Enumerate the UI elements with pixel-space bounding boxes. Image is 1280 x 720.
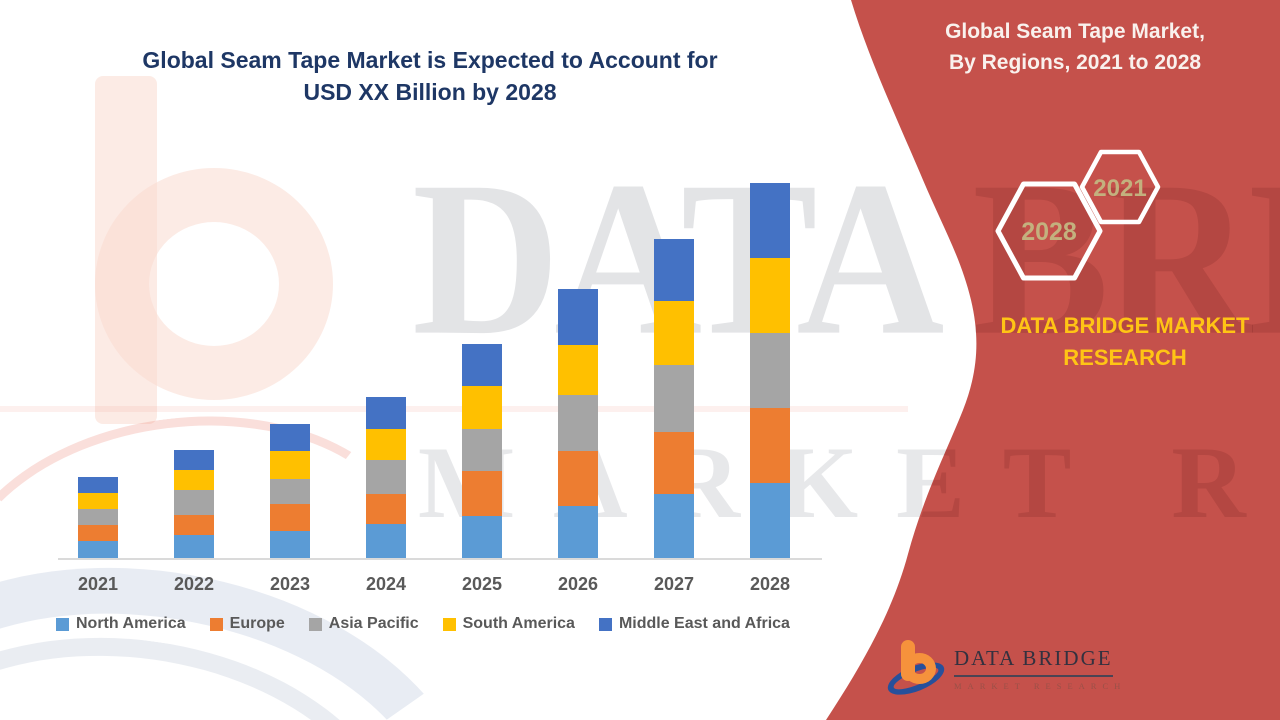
bar-2021 xyxy=(78,477,118,558)
bar-segment-south-america xyxy=(654,301,694,365)
databridge-logo-icon xyxy=(883,636,952,702)
bar-segment-middle-east-and-africa xyxy=(750,183,790,258)
legend-item: South America xyxy=(442,615,575,633)
legend-swatch xyxy=(209,617,223,631)
panel-heading: Global Seam Tape Market, By Regions, 202… xyxy=(905,16,1245,78)
legend: North America Europe Asia Pacific South Ame… xyxy=(56,615,790,633)
bar-segment-north-america xyxy=(558,506,598,558)
bar-segment-north-america xyxy=(270,531,310,558)
bar-segment-south-america xyxy=(750,258,790,333)
bar-segment-north-america xyxy=(366,524,406,558)
legend-swatch xyxy=(308,617,322,631)
bar-segment-europe xyxy=(558,451,598,506)
x-axis-label-2024: 2024 xyxy=(365,574,407,594)
bar-segment-north-america xyxy=(462,516,502,558)
bar-segment-asia-pacific xyxy=(750,333,790,408)
legend-item: Middle East and Africa xyxy=(598,615,790,633)
bar-2028 xyxy=(750,183,790,558)
legend-label: South America xyxy=(462,615,575,632)
legend-item: North America xyxy=(56,615,186,633)
x-axis-label-2027: 2027 xyxy=(653,574,695,594)
brand-text: DATA BRIDGE MARKET RESEARCH xyxy=(985,310,1265,374)
legend-swatch xyxy=(442,617,456,631)
bar-segment-north-america xyxy=(750,483,790,558)
bar-segment-south-america xyxy=(270,451,310,479)
x-axis-label-2023: 2023 xyxy=(269,574,311,594)
bar-segment-south-america xyxy=(366,429,406,460)
bar-segment-north-america xyxy=(174,535,214,558)
bar-segment-middle-east-and-africa xyxy=(462,344,502,386)
panel-heading-line2: By Regions, 2021 to 2028 xyxy=(948,51,1202,74)
bar-segment-south-america xyxy=(174,470,214,490)
bar-segment-south-america xyxy=(558,345,598,395)
legend-swatch xyxy=(598,617,612,631)
bar-segment-europe xyxy=(654,432,694,494)
chart-title: Global Seam Tape Market is Expected to A… xyxy=(30,44,830,108)
bar-segment-middle-east-and-africa xyxy=(558,289,598,345)
bar-segment-south-america xyxy=(462,386,502,429)
bar-2025 xyxy=(462,344,502,558)
bar-segment-europe xyxy=(366,494,406,524)
legend-swatch xyxy=(56,617,69,631)
logo-company-name: DATA BRIDGE xyxy=(954,646,1113,677)
bar-segment-north-america xyxy=(654,494,694,558)
bar-segment-europe xyxy=(174,515,214,535)
legend-item: Europe xyxy=(209,615,285,633)
legend-label: Middle East and Africa xyxy=(618,615,790,632)
brand-text-line1: DATA BRIDGE MARKET xyxy=(1000,313,1250,338)
panel-heading-line1: Global Seam Tape Market, xyxy=(945,20,1205,43)
chart-title-line1: Global Seam Tape Market is Expected to A… xyxy=(142,47,718,73)
bar-segment-asia-pacific xyxy=(270,479,310,504)
logo-company-subtitle: MARKET RESEARCH xyxy=(954,681,1127,691)
x-axis-label-2025: 2025 xyxy=(461,574,503,594)
x-axis-label-2028: 2028 xyxy=(749,574,791,594)
x-axis-line xyxy=(58,558,822,560)
bar-segment-asia-pacific xyxy=(462,429,502,471)
bar-segment-middle-east-and-africa xyxy=(654,239,694,301)
x-axis-label-2026: 2026 xyxy=(557,574,599,594)
bar-segment-asia-pacific xyxy=(558,395,598,451)
chart-title-line2: USD XX Billion by 2028 xyxy=(303,79,557,105)
bar-2023 xyxy=(270,424,310,558)
bar-segment-middle-east-and-africa xyxy=(78,477,118,493)
legend-label: North America xyxy=(76,615,186,632)
bar-segment-middle-east-and-africa xyxy=(366,397,406,429)
x-axis-label-2021: 2021 xyxy=(77,574,119,594)
bar-segment-middle-east-and-africa xyxy=(270,424,310,451)
watermark-pink-line xyxy=(0,406,908,412)
bar-segment-europe xyxy=(462,471,502,516)
bar-segment-north-america xyxy=(78,541,118,558)
bar-2022 xyxy=(174,450,214,558)
x-axis-label-2022: 2022 xyxy=(173,574,215,594)
bar-segment-europe xyxy=(78,525,118,541)
bar-segment-europe xyxy=(270,504,310,531)
bar-2027 xyxy=(654,239,694,558)
logo-text-block: DATA BRIDGE MARKET RESEARCH xyxy=(954,636,1126,691)
logo-b-bowl xyxy=(903,653,936,684)
company-logo: DATA BRIDGE MARKET RESEARCH xyxy=(883,636,1126,702)
bar-segment-asia-pacific xyxy=(366,460,406,494)
legend-label: Asia Pacific xyxy=(328,615,419,632)
red-panel-shape xyxy=(826,0,1280,720)
legend-item: Asia Pacific xyxy=(308,615,419,633)
bar-segment-south-america xyxy=(78,493,118,509)
bar-segment-europe xyxy=(750,408,790,483)
bar-segment-asia-pacific xyxy=(78,509,118,525)
bar-segment-asia-pacific xyxy=(654,365,694,432)
bar-2024 xyxy=(366,397,406,558)
bar-segment-middle-east-and-africa xyxy=(174,450,214,470)
bar-2026 xyxy=(558,289,598,558)
bar-segment-asia-pacific xyxy=(174,490,214,515)
brand-text-line2: RESEARCH xyxy=(1063,345,1187,370)
legend-label: Europe xyxy=(229,615,285,632)
